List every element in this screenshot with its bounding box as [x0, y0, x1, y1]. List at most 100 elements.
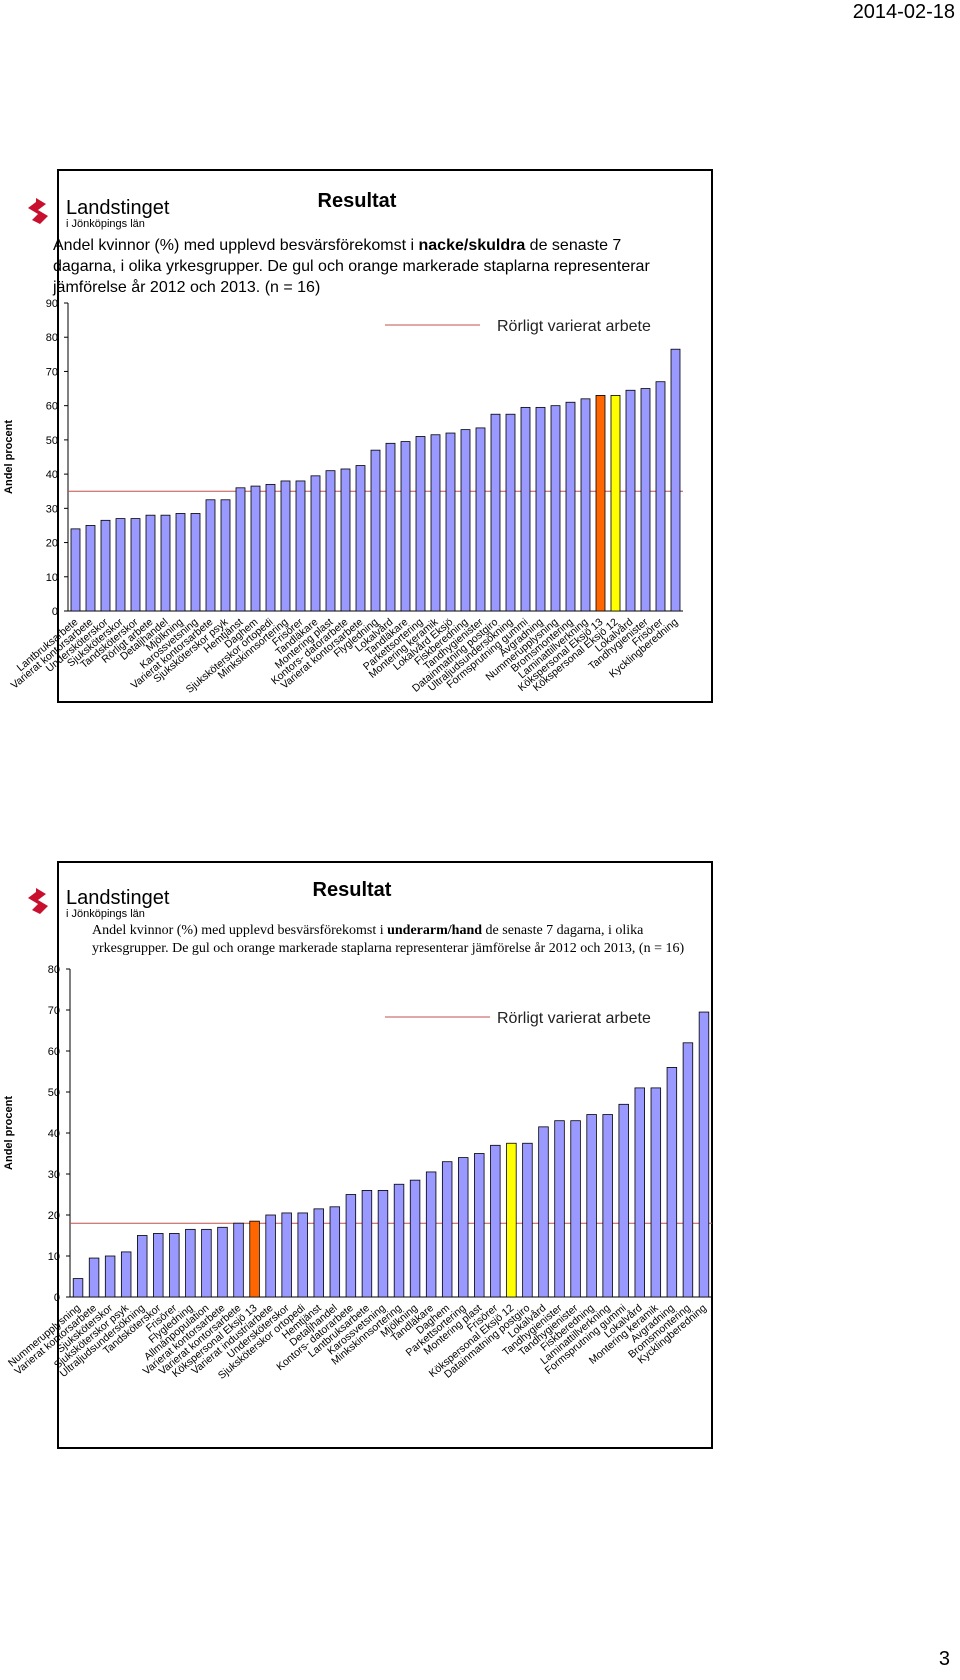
- bar: [217, 1226, 228, 1298]
- bar: [265, 483, 276, 612]
- logo-icon: [28, 198, 48, 224]
- chart-title: Resultat: [318, 190, 397, 212]
- bar: [520, 406, 531, 612]
- legend-label: Rörligt varierat arbete: [497, 318, 651, 335]
- y-tick-label: 20: [46, 538, 58, 550]
- bar: [70, 528, 81, 612]
- bar: [370, 449, 381, 612]
- bar: [430, 434, 441, 612]
- bar: [522, 1142, 533, 1298]
- logo-text: Landstinget: [66, 197, 170, 219]
- bar: [310, 475, 321, 612]
- bar: [670, 348, 681, 612]
- bar: [610, 394, 621, 612]
- y-tick-label: 40: [46, 469, 58, 481]
- y-tick-label: 0: [54, 1292, 60, 1304]
- bar: [201, 1228, 212, 1298]
- y-tick-label: 50: [46, 435, 58, 447]
- bar: [145, 514, 156, 612]
- bar: [340, 468, 351, 612]
- bar: [153, 1233, 164, 1298]
- description: Andel kvinnor (%) med upplevd besvärsför…: [53, 236, 653, 298]
- bar: [655, 381, 666, 612]
- y-axis-label: Andel procent: [3, 1096, 15, 1170]
- logo-icon: [28, 888, 48, 914]
- bar: [650, 1087, 662, 1298]
- description: Andel kvinnor (%) med upplevd besvärsför…: [92, 922, 697, 958]
- bar: [185, 1228, 196, 1298]
- logo-subtext: i Jönköpings län: [66, 218, 145, 230]
- y-tick-label: 10: [46, 572, 58, 584]
- bar: [682, 1042, 694, 1298]
- bar: [169, 1233, 180, 1298]
- bar: [698, 1011, 710, 1298]
- bar: [445, 432, 456, 612]
- chart-title: Resultat: [313, 879, 392, 901]
- bar: [458, 1157, 469, 1298]
- bar: [190, 513, 201, 612]
- bar: [595, 394, 606, 612]
- bar: [393, 1183, 405, 1298]
- bar: [535, 406, 546, 612]
- bar: [265, 1214, 276, 1298]
- bar: [85, 525, 96, 612]
- bar: [625, 389, 636, 612]
- bar: [377, 1190, 389, 1298]
- description-part: Andel kvinnor (%) med upplevd besvärsför…: [53, 237, 419, 254]
- bar: [570, 1120, 581, 1298]
- bar: [580, 398, 591, 612]
- bar: [329, 1206, 341, 1298]
- description-part: Andel kvinnor (%) med upplevd besvärsför…: [92, 923, 388, 938]
- y-tick-label: 60: [46, 401, 58, 413]
- bar: [137, 1235, 148, 1298]
- description-part: nacke/skuldra: [418, 237, 526, 254]
- description-part: underarm/hand: [387, 923, 483, 938]
- bar: [281, 1212, 292, 1298]
- y-tick-label: 50: [48, 1087, 60, 1099]
- y-tick-label: 70: [48, 1005, 60, 1017]
- bar: [506, 1142, 517, 1298]
- y-tick-label: 80: [46, 332, 58, 344]
- bar: [602, 1114, 613, 1298]
- bar: [345, 1194, 357, 1298]
- bar: [460, 429, 471, 612]
- bar: [280, 480, 291, 612]
- bar: [490, 1144, 501, 1298]
- bar: [538, 1126, 549, 1298]
- description-part: de senaste 7 dagarna, i olika yrkesgrupp…: [92, 923, 685, 957]
- description-part: de senaste 7 dagarna, i olika yrkesgrupp…: [53, 237, 650, 296]
- bar: [474, 1153, 485, 1298]
- bar: [160, 514, 171, 612]
- y-tick-label: 30: [48, 1169, 60, 1181]
- bar: [640, 388, 651, 612]
- y-tick-label: 80: [48, 964, 60, 976]
- bar: [313, 1208, 324, 1298]
- bar: [475, 427, 486, 612]
- bar: [120, 1251, 132, 1298]
- bar: [666, 1067, 678, 1298]
- y-tick-label: 30: [46, 503, 58, 515]
- bar: [325, 470, 336, 612]
- bar: [220, 499, 231, 612]
- bar: [250, 485, 261, 612]
- logo-subtext: i Jönköpings län: [66, 908, 145, 920]
- bar: [115, 518, 126, 612]
- bar: [130, 518, 141, 612]
- bar: [249, 1220, 260, 1298]
- bar: [175, 513, 186, 612]
- bar: [400, 441, 411, 612]
- bar: [233, 1222, 244, 1298]
- bar: [235, 487, 246, 612]
- y-tick-label: 90: [46, 298, 58, 310]
- y-tick-label: 0: [52, 606, 58, 618]
- logo-text: Landstinget: [66, 887, 170, 909]
- bar: [490, 413, 501, 612]
- bar: [385, 442, 396, 612]
- bar: [409, 1179, 421, 1298]
- bar: [88, 1257, 100, 1298]
- y-tick-label: 40: [48, 1128, 60, 1140]
- bar: [297, 1212, 308, 1298]
- bar: [634, 1087, 645, 1298]
- bar: [100, 519, 111, 612]
